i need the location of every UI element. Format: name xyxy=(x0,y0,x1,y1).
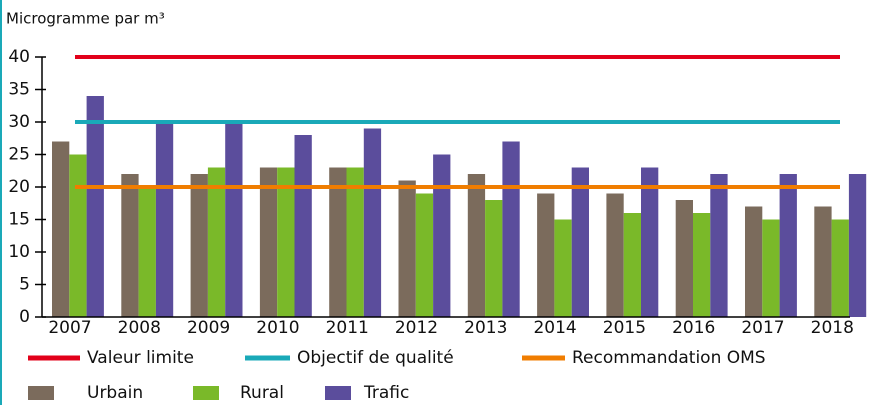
x-tick-label: 2011 xyxy=(326,318,369,338)
legend-swatch xyxy=(325,386,351,400)
legend-label: Valeur limite xyxy=(87,348,194,368)
bar xyxy=(415,193,434,317)
bar xyxy=(814,206,832,317)
y-tick-label: 10 xyxy=(8,242,30,262)
y-tick-label: 40 xyxy=(8,47,30,67)
legend-label: Urbain xyxy=(87,383,143,403)
y-tick-label: 30 xyxy=(8,112,30,132)
bar xyxy=(831,219,849,317)
bar xyxy=(398,180,416,317)
bar xyxy=(606,193,624,317)
bar xyxy=(710,174,728,317)
x-tick-label: 2012 xyxy=(395,318,438,338)
legend-label: Recommandation OMS xyxy=(572,348,766,368)
y-tick-label: 5 xyxy=(19,275,30,295)
x-tick-label: 2008 xyxy=(118,318,161,338)
y-tick-label: 15 xyxy=(8,210,30,230)
bar xyxy=(433,154,451,317)
bar xyxy=(848,174,867,317)
bar xyxy=(571,167,589,317)
bar xyxy=(641,167,659,317)
x-tick-label: 2015 xyxy=(603,318,646,338)
x-tick-label: 2013 xyxy=(464,318,507,338)
y-tick-label: 0 xyxy=(19,307,30,327)
x-tick-label: 2017 xyxy=(741,318,784,338)
legend-swatch xyxy=(28,386,54,400)
bar xyxy=(554,219,572,317)
legend-label: Rural xyxy=(240,383,284,403)
bar xyxy=(225,122,243,317)
y-tick-label: 25 xyxy=(8,145,30,165)
y-tick-label: 20 xyxy=(8,177,30,197)
bar xyxy=(86,96,104,317)
x-tick-label: 2009 xyxy=(187,318,230,338)
bar xyxy=(190,174,208,317)
bar xyxy=(779,174,797,317)
bar xyxy=(485,200,503,317)
bar xyxy=(277,167,295,317)
bar xyxy=(346,167,364,317)
legend-swatch xyxy=(193,386,219,400)
x-tick-label: 2016 xyxy=(672,318,715,338)
axis-title: Microgramme par m³ xyxy=(6,10,165,28)
bar xyxy=(69,154,87,317)
bar xyxy=(363,128,382,317)
bar xyxy=(138,187,156,317)
x-tick-label: 2014 xyxy=(533,318,576,338)
bar xyxy=(745,206,763,317)
side-border xyxy=(0,0,2,405)
legend-label: Trafic xyxy=(363,383,409,403)
bar xyxy=(259,167,278,317)
bar xyxy=(155,122,174,317)
bar xyxy=(467,174,486,317)
bar xyxy=(329,167,347,317)
bar xyxy=(675,200,693,317)
bar xyxy=(502,141,520,317)
bar xyxy=(762,219,780,317)
x-tick-label: 2010 xyxy=(256,318,299,338)
y-tick-label: 35 xyxy=(8,80,30,100)
bar xyxy=(207,167,226,317)
bar xyxy=(121,174,139,317)
x-tick-label: 2007 xyxy=(48,318,91,338)
x-tick-label: 2018 xyxy=(811,318,854,338)
bar xyxy=(623,213,641,317)
bar xyxy=(294,135,312,317)
bar xyxy=(537,193,555,317)
bar xyxy=(52,141,70,317)
bar xyxy=(693,213,711,317)
legend-label: Objectif de qualité xyxy=(297,348,454,368)
